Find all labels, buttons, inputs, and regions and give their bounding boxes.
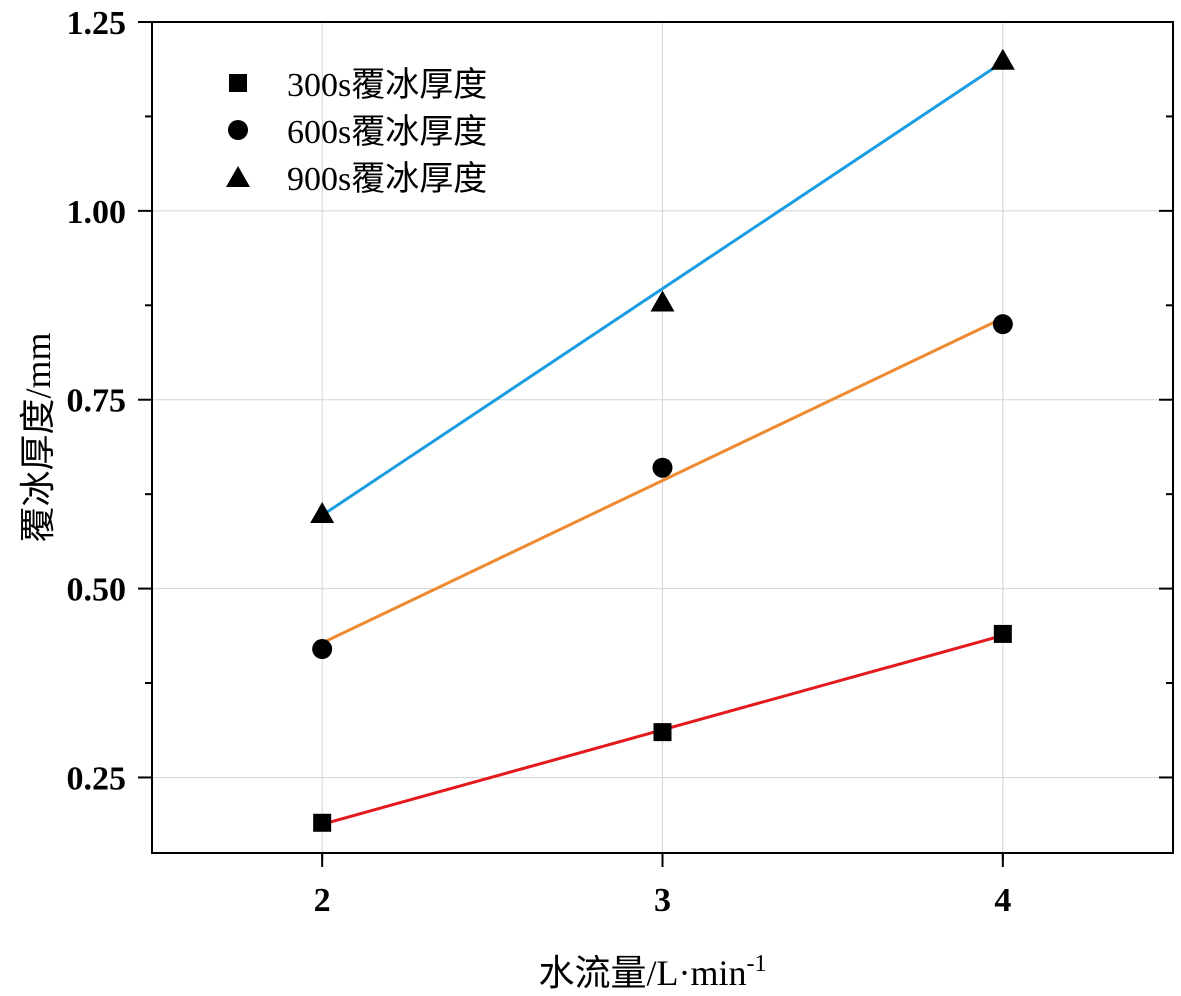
data-point-series-2 xyxy=(652,457,673,478)
legend-label-3: 900s覆冰厚度 xyxy=(287,160,487,198)
data-point-series-2 xyxy=(992,314,1013,335)
x-axis-title-superscript: -1 xyxy=(747,951,767,977)
legend-marker-2 xyxy=(228,120,248,140)
x-tick-label: 4 xyxy=(994,882,1011,919)
data-point-series-3 xyxy=(990,48,1015,70)
y-axis-title: 覆冰厚度/mm xyxy=(18,332,58,542)
data-points xyxy=(310,48,1015,832)
x-axis-title-text: 水流量/L·min xyxy=(539,953,747,993)
x-tick-label: 3 xyxy=(654,882,671,919)
legend-marker-3 xyxy=(226,166,250,187)
y-tick-label: 0.25 xyxy=(67,760,127,797)
data-point-series-3 xyxy=(310,502,335,524)
tick-labels: 2 3 4 0.25 0.50 0.75 1.00 1.25 xyxy=(67,5,1012,919)
legend-label-2: 600s覆冰厚度 xyxy=(287,113,487,151)
y-tick-label: 1.25 xyxy=(67,5,127,42)
x-tick-label: 2 xyxy=(314,882,331,919)
axis-ticks xyxy=(138,21,1173,867)
legend: 300s覆冰厚度 600s覆冰厚度 900s覆冰厚度 xyxy=(226,66,487,198)
x-axis-title: 水流量/L·min-1 xyxy=(539,951,767,993)
grid-lines xyxy=(152,21,1173,853)
y-tick-label: 0.75 xyxy=(67,383,127,420)
data-point-series-1 xyxy=(993,624,1012,643)
data-point-series-2 xyxy=(312,639,333,660)
data-point-series-1 xyxy=(653,723,672,742)
data-point-series-1 xyxy=(313,813,332,832)
fit-line-series-2 xyxy=(321,316,1004,645)
data-point-series-3 xyxy=(650,290,675,312)
legend-label-1: 300s覆冰厚度 xyxy=(287,66,487,104)
y-tick-label: 0.50 xyxy=(67,572,127,609)
fit-line-series-3 xyxy=(321,60,1004,517)
legend-marker-1 xyxy=(229,74,247,92)
y-tick-label: 1.00 xyxy=(67,194,127,231)
